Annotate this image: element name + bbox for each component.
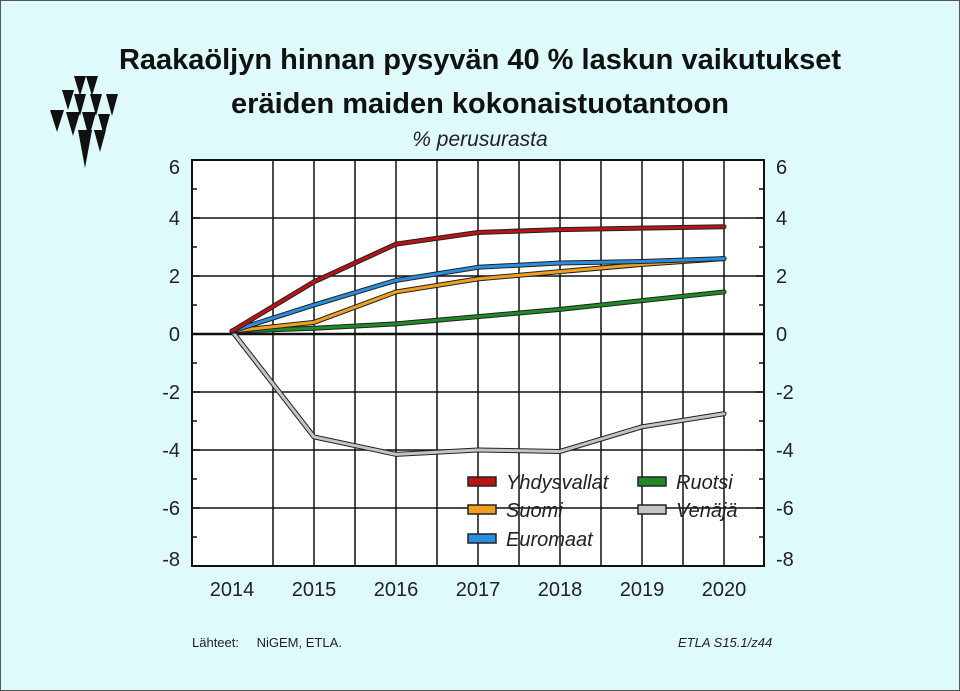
y-tick-label-right: 6 — [776, 157, 787, 179]
series-line — [230, 329, 726, 456]
y-tick-label-left: 6 — [169, 157, 180, 179]
legend-label: Suomi — [506, 500, 563, 522]
y-tick-label-right: -6 — [776, 498, 794, 520]
legend-swatch — [467, 533, 497, 544]
sources-label: Lähteet: — [192, 635, 239, 650]
chart-code: ETLA S15.1/z44 — [678, 635, 773, 650]
series-line — [230, 225, 726, 333]
series-line — [230, 257, 726, 333]
sources-note: Lähteet: NiGEM, ETLA. — [192, 635, 342, 650]
y-tick-label-left: -4 — [162, 440, 180, 462]
y-tick-label-left: 2 — [169, 266, 180, 288]
x-tick-label: 2014 — [210, 579, 255, 601]
x-tick-label: 2015 — [292, 579, 337, 601]
y-tick-label-right: 4 — [776, 208, 787, 230]
etla-logo-icon — [50, 76, 118, 168]
legend-label: Yhdysvallat — [506, 472, 610, 494]
x-tick-label: 2017 — [456, 579, 501, 601]
y-tick-label-right: 2 — [776, 266, 787, 288]
legend-label: Venäjä — [676, 500, 738, 522]
y-tick-label-left: 0 — [169, 324, 180, 346]
y-tick-label-right: 0 — [776, 324, 787, 346]
y-tick-label-left: -2 — [162, 382, 180, 404]
axis-ticks: 6 6 4 4 2 2 0 0 -2 -2 -4 -4 -6 -6 -8 -8 2014 2015 2016 2017… — [162, 157, 794, 601]
series-line — [230, 290, 726, 333]
legend-swatch — [637, 504, 667, 515]
x-tick-label: 2016 — [374, 579, 419, 601]
x-tick-label: 2019 — [620, 579, 665, 601]
legend-label: Euromaat — [506, 529, 594, 551]
series-line — [230, 257, 726, 333]
legend-swatch — [467, 476, 497, 487]
legend-swatch — [637, 476, 667, 487]
y-tick-label-right: -2 — [776, 382, 794, 404]
y-tick-label-right: -8 — [776, 549, 794, 571]
chart-title-line2: eräiden maiden kokonaistuotantoon — [231, 88, 729, 120]
chart-title-line1: Raakaöljyn hinnan pysyvän 40 % laskun va… — [118, 44, 842, 76]
legend-label: Ruotsi — [676, 472, 733, 494]
chart-subtitle: % perusurasta — [412, 128, 548, 151]
sources-text: NiGEM, ETLA. — [256, 635, 342, 650]
x-tick-label: 2020 — [702, 579, 747, 601]
series-layer — [229, 224, 727, 457]
x-tick-label: 2018 — [538, 579, 583, 601]
legend-swatch — [467, 504, 497, 515]
y-tick-label-left: -8 — [162, 549, 180, 571]
y-tick-label-right: -4 — [776, 440, 794, 462]
legend: Yhdysvallat Suomi Euromaat Ruotsi Venäjä — [467, 472, 738, 551]
y-tick-label-left: 4 — [169, 208, 180, 230]
y-tick-label-left: -6 — [162, 498, 180, 520]
